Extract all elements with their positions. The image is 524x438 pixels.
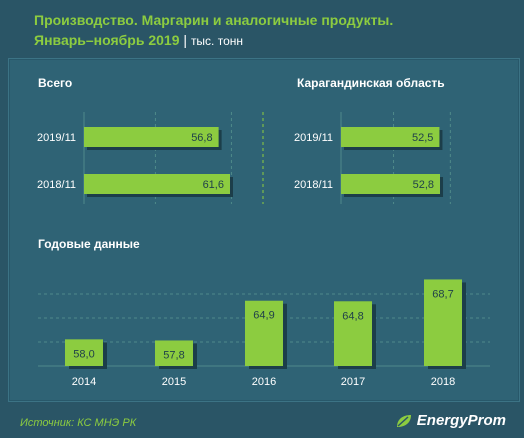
- annual-category-label: 2017: [341, 376, 365, 388]
- karaganda-bar: [341, 174, 441, 194]
- annual-bar: [424, 279, 462, 366]
- annual-value-label: 57,8: [163, 349, 184, 361]
- period-label: Январь–ноябрь 2019: [34, 32, 180, 48]
- annual-value-label: 68,7: [432, 288, 453, 300]
- annual-category-label: 2015: [162, 376, 186, 388]
- brand-name: EnergyProm: [416, 412, 506, 429]
- unit-label: тыс. тонн: [190, 34, 244, 48]
- annual-value-label: 64,8: [342, 310, 363, 322]
- chart-header: Производство. Маргарин и аналогичные про…: [34, 10, 393, 51]
- source-note: Источник: КС МНЭ РК: [20, 417, 137, 429]
- title-separator: |: [183, 32, 188, 48]
- karaganda-category-label: 2019/11: [294, 132, 333, 144]
- total-bar: [84, 127, 219, 147]
- total-category-label: 2019/11: [37, 132, 76, 144]
- section-title-total: Всего: [38, 76, 73, 90]
- section-title-karaganda: Карагандинская область: [297, 76, 445, 90]
- chart-title: Производство. Маргарин и аналогичные про…: [34, 12, 394, 28]
- karaganda-bar: [341, 127, 440, 147]
- annual-category-label: 2018: [431, 376, 455, 388]
- annual-value-label: 64,9: [253, 310, 274, 322]
- annual-bar: [245, 300, 283, 366]
- annual-value-label: 58,0: [73, 348, 94, 360]
- footer: [0, 408, 524, 438]
- annual-bar: [155, 340, 193, 366]
- section-title-annual: Годовые данные: [38, 237, 140, 251]
- brand-logo: EnergyProm: [395, 412, 506, 429]
- total-value-label: 56,8: [191, 132, 212, 144]
- annual-bar: [334, 301, 372, 366]
- annual-category-label: 2016: [252, 376, 276, 388]
- karaganda-value-label: 52,5: [412, 132, 433, 144]
- total-value-label: 61,6: [203, 179, 224, 191]
- chart-subtitle-line: Январь–ноябрь 2019 | тыс. тонн: [34, 30, 393, 51]
- annual-category-label: 2014: [72, 376, 96, 388]
- karaganda-category-label: 2018/11: [294, 179, 333, 191]
- karaganda-value-label: 52,8: [413, 179, 434, 191]
- total-category-label: 2018/11: [37, 179, 76, 191]
- total-bar: [84, 174, 230, 194]
- leaf-icon: [396, 414, 411, 427]
- annual-bar: [65, 339, 103, 366]
